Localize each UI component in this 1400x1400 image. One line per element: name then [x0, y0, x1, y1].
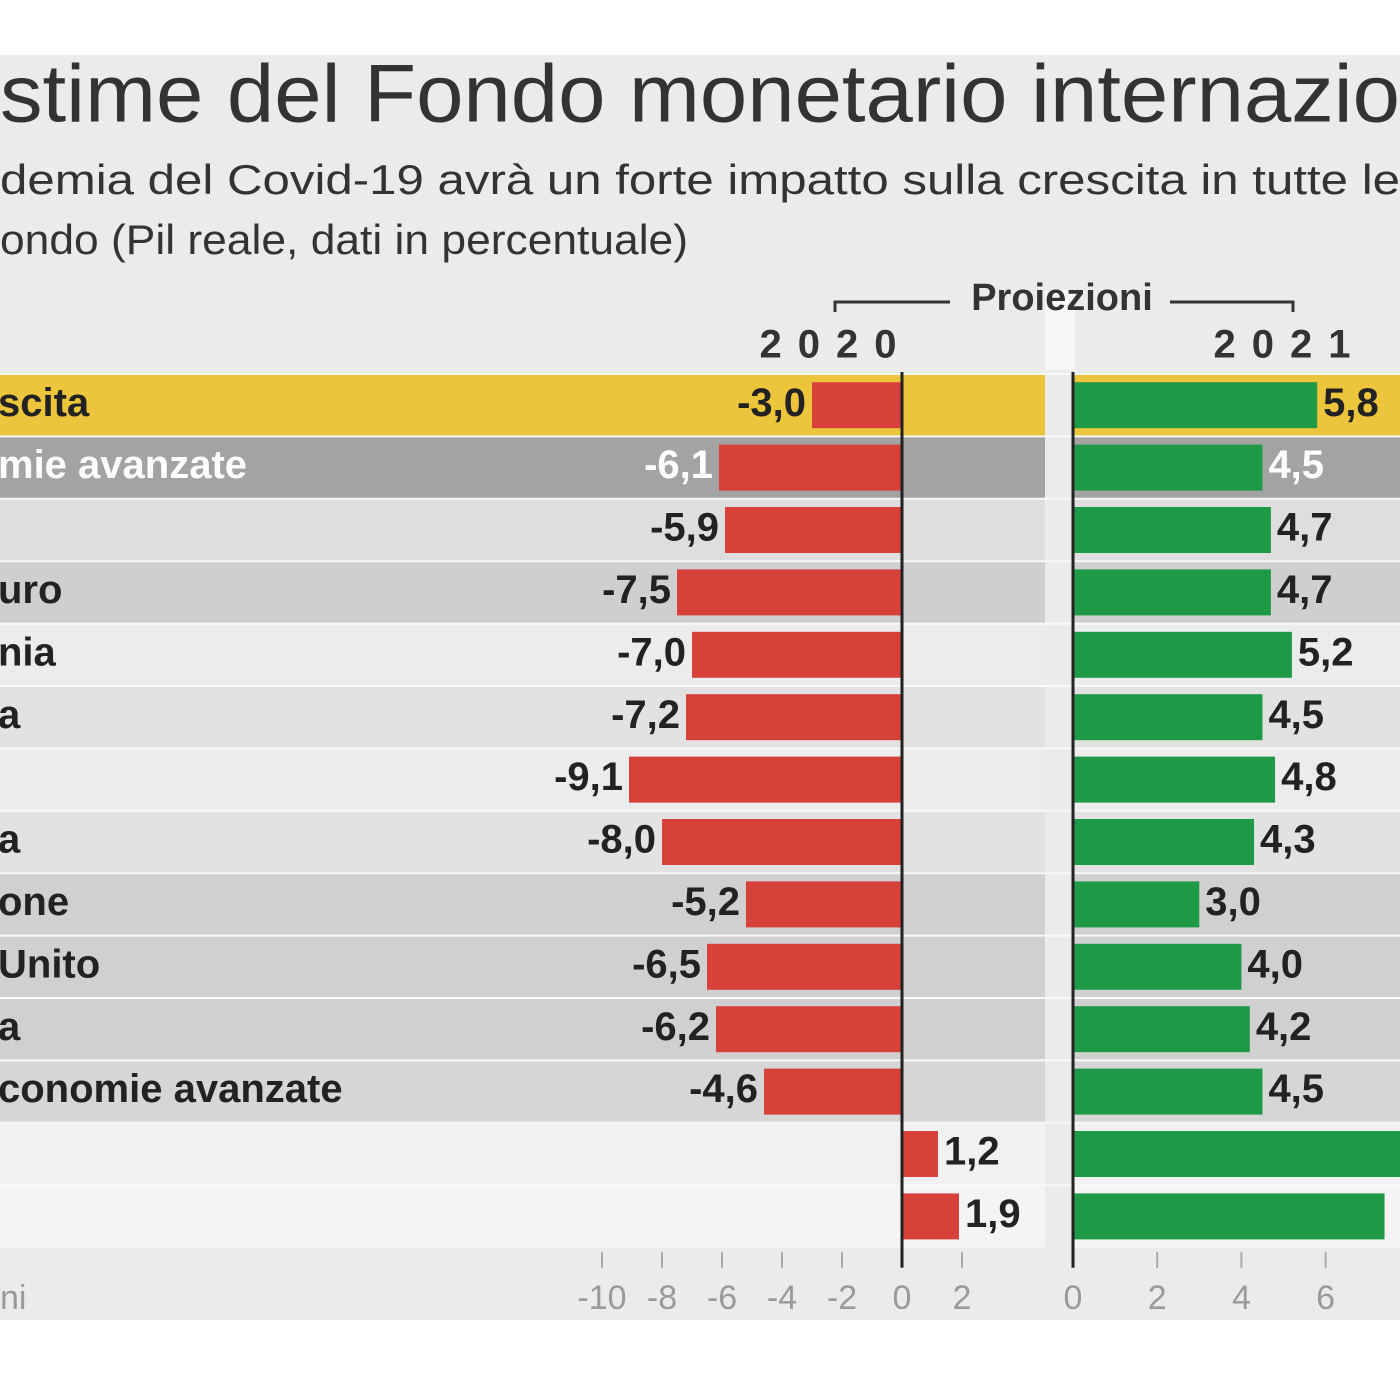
bar	[1073, 631, 1292, 678]
bar	[1073, 444, 1263, 491]
value-label: -7,2	[611, 693, 680, 737]
subtitle: demia del Covid-19 avrà un forte impatto…	[0, 156, 1400, 203]
row-band	[0, 1185, 1045, 1248]
x-tick-label: 4	[1232, 1279, 1251, 1317]
bar	[1073, 943, 1242, 990]
row-band	[0, 1122, 1045, 1186]
value-label: 4,7	[1277, 506, 1333, 550]
bar	[1073, 507, 1271, 553]
value-label: -6,2	[641, 1005, 710, 1049]
value-label: -6,1	[644, 443, 713, 487]
row-label: a	[0, 693, 21, 737]
value-label: -9,1	[554, 755, 623, 799]
value-label: 5,8	[1323, 381, 1379, 425]
bar	[725, 507, 902, 553]
value-label: -8,0	[587, 818, 656, 862]
value-label: -3,0	[737, 381, 806, 425]
x-tick-label: -4	[767, 1279, 797, 1317]
value-label: 4,7	[1277, 568, 1333, 612]
bar	[707, 943, 902, 990]
x-tick-label: -2	[827, 1279, 857, 1317]
value-label: 4,0	[1247, 942, 1303, 986]
bar	[1073, 694, 1263, 741]
bar	[1073, 881, 1200, 928]
bar	[1073, 1006, 1250, 1053]
row-label: nia	[0, 630, 57, 674]
row-label: conomie avanzate	[0, 1067, 343, 1111]
value-label: -7,5	[602, 568, 671, 612]
value-label: 4,5	[1268, 693, 1324, 737]
x-tick-label: -10	[577, 1279, 626, 1317]
x-tick-label: -8	[647, 1279, 677, 1317]
bar	[1073, 1193, 1385, 1240]
header: Proiezioni	[971, 277, 1153, 319]
bar	[716, 1006, 902, 1053]
row-label: one	[0, 880, 69, 924]
bar	[692, 631, 902, 678]
value-label: 3,0	[1205, 880, 1261, 924]
value-label: -5,9	[650, 506, 719, 550]
x-tick-label: 0	[893, 1279, 912, 1317]
bar	[746, 881, 902, 928]
bar	[764, 1068, 902, 1115]
row-label: a	[0, 818, 21, 862]
x-tick-label: 6	[1316, 1279, 1335, 1317]
x-tick-label: 2	[953, 1279, 972, 1317]
row-label: uro	[0, 568, 62, 612]
bar	[662, 819, 902, 865]
year-label: 2021	[1214, 323, 1367, 367]
bar	[677, 569, 902, 616]
x-tick-label: 0	[1064, 1279, 1083, 1317]
x-tick-label: 2	[1148, 1279, 1167, 1317]
bar	[902, 1193, 959, 1240]
chart-title: stime del Fondo monetario internazio	[0, 49, 1400, 140]
bar	[1073, 756, 1276, 803]
row-label: mie avanzate	[0, 443, 247, 487]
bar	[1073, 569, 1271, 616]
value-label: -6,5	[632, 942, 701, 986]
subtitle: ondo (Pil reale, dati in percentuale)	[0, 216, 688, 263]
value-label: 1,9	[965, 1192, 1021, 1236]
value-label: 1,2	[944, 1130, 1000, 1174]
bar	[1073, 1068, 1263, 1115]
bar	[812, 382, 902, 429]
value-label: 5,2	[1298, 630, 1354, 674]
value-label: 4,5	[1268, 443, 1324, 487]
row-label: scita	[0, 381, 90, 425]
row-label: a	[0, 1005, 21, 1049]
bracket	[833, 300, 1295, 312]
value-label: -4,6	[689, 1067, 758, 1111]
value-label: 4,3	[1260, 818, 1316, 862]
bar	[719, 444, 902, 491]
value-label: 4,5	[1268, 1067, 1324, 1111]
value-label: -5,2	[671, 880, 740, 924]
x-tick-label: -6	[707, 1279, 737, 1317]
bar	[1073, 819, 1255, 865]
value-label: 4,2	[1256, 1005, 1312, 1049]
bar	[629, 756, 902, 803]
bar	[902, 1131, 938, 1177]
axis-note: ni	[0, 1279, 26, 1317]
bar	[1073, 382, 1318, 429]
row-label: Unito	[0, 942, 100, 986]
value-label: -7,0	[617, 630, 686, 674]
panel-gap	[1045, 290, 1075, 370]
bar	[1073, 1131, 1400, 1177]
year-label: 2020	[760, 323, 913, 367]
value-label: 4,8	[1281, 755, 1337, 799]
bar	[686, 694, 902, 741]
